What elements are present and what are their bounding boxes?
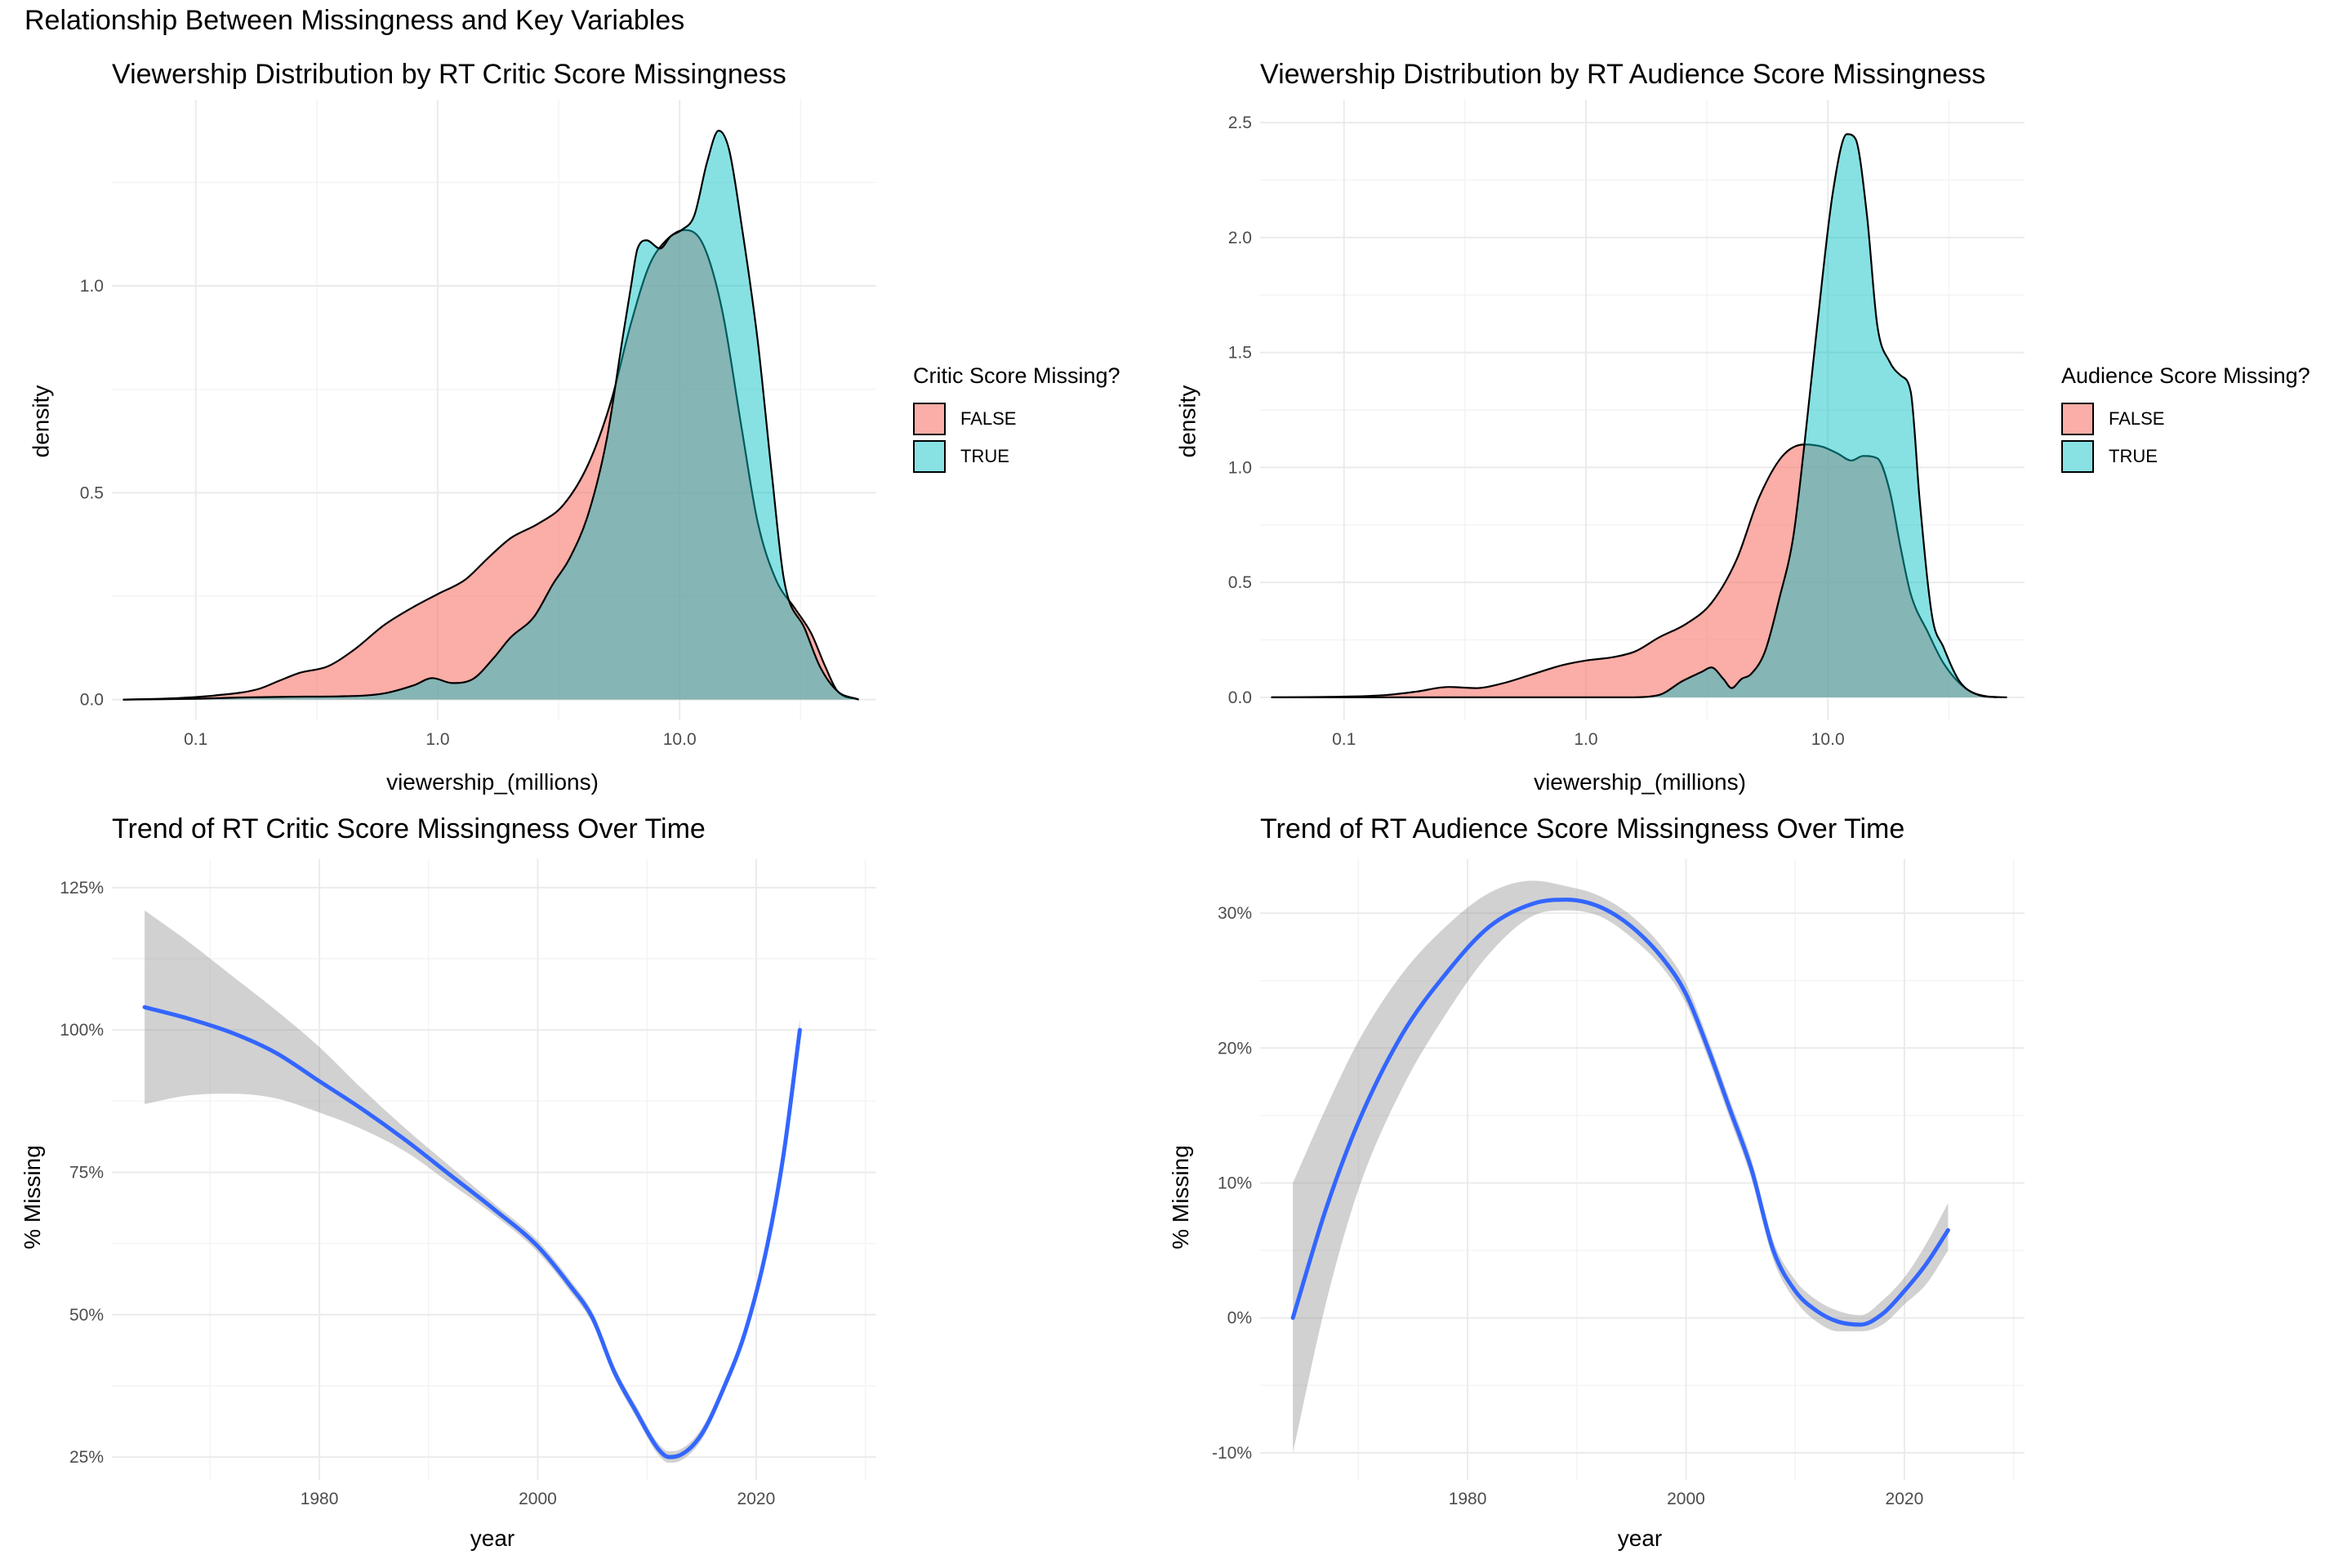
y-axis-label: density bbox=[28, 385, 54, 458]
x-axis-label: year bbox=[470, 1526, 515, 1551]
y-tick-label: 50% bbox=[69, 1306, 104, 1325]
legend: Audience Score Missing? FALSE TRUE bbox=[2061, 363, 2310, 475]
panel-title: Trend of RT Audience Score Missingness O… bbox=[1260, 813, 1905, 844]
panel-title: Viewership Distribution by RT Critic Sco… bbox=[112, 59, 786, 90]
legend-title: Critic Score Missing? bbox=[913, 363, 1120, 388]
density-area-false bbox=[1271, 444, 2007, 697]
x-tick-label: 1980 bbox=[1449, 1490, 1487, 1508]
audience-trend-plot: 1980 2000 2020 -10% 0% 10% 20% 30% bbox=[1212, 859, 2025, 1508]
legend: Critic Score Missing? FALSE TRUE bbox=[913, 363, 1120, 475]
critic-density-plot: 0.1 1.0 10.0 0.0 0.5 1.0 bbox=[80, 100, 876, 749]
y-tick-label: 75% bbox=[69, 1163, 104, 1182]
panel-title: Trend of RT Critic Score Missingness Ove… bbox=[112, 813, 706, 844]
figure-title: Relationship Between Missingness and Key… bbox=[24, 5, 685, 36]
x-axis-label: viewership_(millions) bbox=[386, 769, 599, 795]
y-tick-label: 0% bbox=[1227, 1309, 1252, 1328]
y-tick-label: 1.0 bbox=[1228, 458, 1252, 477]
x-tick-label: 0.1 bbox=[1332, 730, 1356, 749]
y-tick-label: 0.5 bbox=[1228, 573, 1252, 592]
x-tick-label: 2020 bbox=[1886, 1490, 1924, 1508]
y-tick-label: 2.5 bbox=[1228, 114, 1252, 132]
density-area-true bbox=[122, 131, 859, 700]
y-tick-label: 0.5 bbox=[80, 483, 104, 502]
panel-critic-density: Viewership Distribution by RT Critic Sco… bbox=[0, 0, 1176, 800]
legend-key-true bbox=[2061, 440, 2094, 473]
x-tick-label: 2000 bbox=[1667, 1490, 1705, 1508]
y-tick-label: 1.0 bbox=[80, 277, 104, 296]
x-tick-label: 2020 bbox=[737, 1490, 776, 1508]
audience-density-plot: 0.1 1.0 10.0 0.0 0.5 1.0 1.5 2.0 2.5 bbox=[1228, 100, 2025, 749]
density-line-false bbox=[122, 229, 859, 701]
y-tick-label: 0.0 bbox=[1228, 688, 1252, 707]
x-tick-label: 10.0 bbox=[663, 730, 697, 749]
confidence-band bbox=[1293, 880, 1949, 1453]
critic-trend-plot: 1980 2000 2020 25% 50% 75% 100% 125% bbox=[60, 859, 876, 1508]
y-tick-label: 0.0 bbox=[80, 691, 104, 710]
panel-critic-trend: Trend of RT Critic Score Missingness Ove… bbox=[0, 800, 1176, 1568]
trend-line bbox=[142, 1004, 802, 1459]
density-area-false bbox=[122, 229, 859, 700]
x-tick-label: 1.0 bbox=[1574, 730, 1597, 749]
y-tick-label: 10% bbox=[1218, 1174, 1252, 1193]
legend-key-false bbox=[913, 403, 946, 435]
panel-audience-trend: Trend of RT Audience Score Missingness O… bbox=[1168, 800, 2352, 1568]
legend-key-false bbox=[2061, 403, 2094, 435]
legend-label: FALSE bbox=[2109, 408, 2165, 429]
legend-title: Audience Score Missing? bbox=[2061, 363, 2310, 388]
x-tick-label: 1980 bbox=[301, 1490, 339, 1508]
y-axis-label: density bbox=[1174, 385, 1200, 458]
x-tick-label: 1.0 bbox=[425, 730, 449, 749]
legend-label: TRUE bbox=[960, 446, 1009, 466]
density-line-true bbox=[1271, 133, 1998, 698]
x-axis-label: year bbox=[1617, 1526, 1663, 1551]
legend-key-true bbox=[913, 440, 946, 473]
y-axis-label: % Missing bbox=[1167, 1145, 1193, 1250]
legend-item-false: FALSE bbox=[2061, 400, 2310, 438]
trend-line bbox=[1290, 898, 1950, 1327]
y-tick-label: 125% bbox=[60, 879, 104, 898]
grid bbox=[112, 859, 876, 1480]
confidence-band bbox=[145, 910, 800, 1463]
legend-item-false: FALSE bbox=[913, 400, 1120, 438]
y-tick-label: 1.5 bbox=[1228, 344, 1252, 363]
legend-item-true: TRUE bbox=[2061, 438, 2310, 475]
grid bbox=[1260, 859, 2025, 1480]
x-tick-label: 2000 bbox=[519, 1490, 557, 1508]
density-area-true bbox=[1271, 134, 1998, 697]
panel-audience-density: Viewership Distribution by RT Audience S… bbox=[1174, 0, 2352, 800]
legend-item-true: TRUE bbox=[913, 438, 1120, 475]
y-tick-label: 20% bbox=[1218, 1039, 1252, 1058]
density-line-false bbox=[1271, 443, 2007, 698]
legend-label: FALSE bbox=[960, 408, 1017, 429]
y-tick-label: 30% bbox=[1218, 904, 1252, 923]
y-tick-label: -10% bbox=[1212, 1444, 1252, 1463]
x-tick-label: 10.0 bbox=[1811, 730, 1845, 749]
y-tick-label: 2.0 bbox=[1228, 229, 1252, 247]
x-tick-label: 0.1 bbox=[184, 730, 207, 749]
legend-label: TRUE bbox=[2109, 446, 2158, 466]
panel-title: Viewership Distribution by RT Audience S… bbox=[1260, 59, 1986, 90]
density-line-true bbox=[122, 129, 859, 701]
x-axis-label: viewership_(millions) bbox=[1534, 769, 1746, 795]
y-tick-label: 100% bbox=[60, 1021, 104, 1040]
y-axis-label: % Missing bbox=[19, 1145, 45, 1250]
y-tick-label: 25% bbox=[69, 1448, 104, 1467]
